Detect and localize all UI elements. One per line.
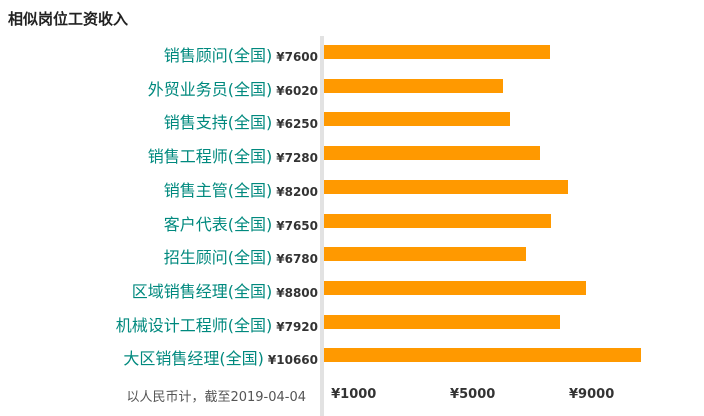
value-label: ¥7650 bbox=[276, 218, 318, 233]
salary-bar bbox=[324, 78, 504, 93]
value-label: ¥7920 bbox=[276, 319, 318, 334]
bar-row-label: 销售工程师(全国) ¥7280 bbox=[0, 143, 318, 167]
category-label[interactable]: 销售支持(全国) bbox=[163, 113, 273, 133]
salary-bar bbox=[324, 247, 526, 262]
bar-row-label: 销售主管(全国) ¥8200 bbox=[0, 177, 318, 201]
bar-row-label: 销售支持(全国) ¥6250 bbox=[0, 109, 318, 133]
value-label: ¥10660 bbox=[267, 353, 318, 368]
salary-bar bbox=[324, 179, 568, 194]
category-label[interactable]: 外贸业务员(全国) bbox=[147, 79, 273, 99]
category-label[interactable]: 销售主管(全国) bbox=[163, 180, 273, 200]
axis-divider bbox=[320, 36, 324, 416]
category-label[interactable]: 客户代表(全国) bbox=[163, 214, 273, 234]
value-label: ¥7280 bbox=[276, 151, 318, 166]
bar-row-label: 机械设计工程师(全国) ¥7920 bbox=[0, 312, 318, 336]
x-tick-label: ¥1000 bbox=[331, 387, 377, 402]
category-label[interactable]: 区域销售经理(全国) bbox=[131, 281, 273, 301]
value-label: ¥7600 bbox=[276, 50, 318, 64]
bar-row-label: 外贸业务员(全国) ¥6020 bbox=[0, 76, 318, 100]
salary-bar bbox=[324, 45, 550, 59]
category-label[interactable]: 招生顾问(全国) bbox=[163, 248, 273, 268]
salary-bar bbox=[324, 112, 510, 127]
bar-row-label: 大区销售经理(全国) ¥10660 bbox=[0, 345, 318, 369]
salary-bar bbox=[324, 348, 641, 363]
bar-row-label: 客户代表(全国) ¥7650 bbox=[0, 211, 318, 235]
salary-bar bbox=[324, 213, 552, 228]
value-label: ¥6020 bbox=[276, 83, 318, 98]
bar-row-label: 销售顾问(全国) ¥7600 bbox=[0, 42, 318, 66]
category-label[interactable]: 大区销售经理(全国) bbox=[123, 349, 264, 369]
bar-row-label: 招生顾问(全国) ¥6780 bbox=[0, 244, 318, 268]
x-tick-label: ¥9000 bbox=[569, 387, 615, 402]
salary-bar bbox=[324, 280, 586, 295]
bar-row-label: 区域销售经理(全国) ¥8800 bbox=[0, 278, 318, 302]
category-label[interactable]: 销售顾问(全国) bbox=[163, 46, 273, 65]
category-label[interactable]: 销售工程师(全国) bbox=[147, 147, 273, 167]
currency-date-note: 以人民币计，截至2019-04-04 bbox=[126, 390, 306, 405]
value-label: ¥8800 bbox=[276, 285, 318, 300]
chart-title: 相似岗位工资收入 bbox=[8, 10, 129, 28]
salary-bar bbox=[324, 146, 541, 161]
value-label: ¥6250 bbox=[276, 117, 318, 132]
x-tick-label: ¥5000 bbox=[450, 387, 496, 402]
value-label: ¥8200 bbox=[276, 184, 318, 199]
value-label: ¥6780 bbox=[276, 252, 318, 267]
salary-bar bbox=[324, 314, 560, 329]
category-label[interactable]: 机械设计工程师(全国) bbox=[115, 315, 273, 335]
